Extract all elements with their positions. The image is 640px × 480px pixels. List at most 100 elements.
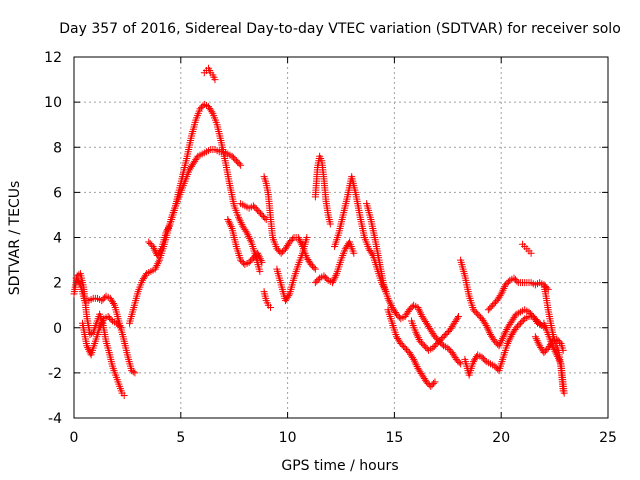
data-point xyxy=(503,279,511,287)
data-point xyxy=(257,209,265,217)
data-point xyxy=(455,358,463,366)
data-point xyxy=(486,304,494,312)
data-point xyxy=(273,245,281,253)
data-point xyxy=(526,309,534,317)
data-point xyxy=(157,246,165,254)
series-arc-9 xyxy=(260,173,319,273)
data-point xyxy=(549,344,557,352)
data-point xyxy=(145,238,153,246)
series-arc-15 xyxy=(363,200,465,368)
data-point xyxy=(368,250,376,258)
data-point xyxy=(454,357,462,365)
data-point xyxy=(313,277,321,285)
data-point xyxy=(228,152,236,160)
data-point xyxy=(286,238,294,246)
data-point xyxy=(510,274,518,282)
axis-ticks: 0 5 10 15 20 25 -4 -2 0 2 4 6 8 10 12 xyxy=(44,50,617,446)
data-point xyxy=(410,357,418,365)
data-point xyxy=(110,299,118,307)
data-point xyxy=(387,300,395,308)
data-point xyxy=(323,275,331,283)
data-point xyxy=(469,306,477,314)
data-point xyxy=(83,342,91,350)
data-point xyxy=(307,261,315,269)
data-point xyxy=(287,237,295,245)
data-point xyxy=(397,340,405,348)
series-arc-10 xyxy=(260,288,275,311)
data-point xyxy=(155,258,163,266)
data-point xyxy=(310,264,318,272)
data-point xyxy=(504,278,512,286)
data-point xyxy=(246,236,254,244)
data-point xyxy=(330,275,338,283)
data-point xyxy=(429,344,437,352)
y-tick-label: 0 xyxy=(53,321,62,337)
data-point xyxy=(490,300,498,308)
data-point xyxy=(226,219,234,227)
data-point xyxy=(432,341,440,349)
data-point xyxy=(254,206,262,214)
data-point xyxy=(532,335,540,343)
series-arc-17 xyxy=(407,312,462,354)
data-point xyxy=(443,329,451,337)
data-point xyxy=(249,202,257,210)
data-point xyxy=(514,322,522,330)
data-point xyxy=(489,301,497,309)
data-point xyxy=(295,235,303,243)
data-point xyxy=(75,279,83,287)
data-point xyxy=(478,353,486,361)
data-point xyxy=(229,154,237,162)
data-point xyxy=(279,248,287,256)
x-tick-label: 0 xyxy=(70,430,79,446)
data-point xyxy=(498,288,506,296)
data-point xyxy=(400,343,408,351)
data-point xyxy=(98,318,106,326)
data-point xyxy=(98,297,106,305)
data-point xyxy=(151,265,159,273)
data-point xyxy=(226,221,234,229)
data-point xyxy=(414,303,422,311)
data-point xyxy=(432,334,440,342)
data-point xyxy=(474,310,482,318)
chart-title: Day 357 of 2016, Sidereal Day-to-day VTE… xyxy=(59,21,621,37)
data-point xyxy=(234,213,242,221)
data-point xyxy=(245,233,253,241)
data-point xyxy=(497,338,505,346)
data-point xyxy=(234,158,242,166)
data-point xyxy=(277,249,285,257)
data-point xyxy=(261,214,269,222)
data-point xyxy=(259,212,267,220)
data-point xyxy=(104,312,112,320)
data-point xyxy=(413,332,421,340)
y-tick-label: 2 xyxy=(53,276,62,292)
data-point xyxy=(255,253,263,261)
data-point xyxy=(415,305,423,313)
data-point xyxy=(513,277,521,285)
data-point xyxy=(236,217,244,225)
data-point xyxy=(431,333,439,341)
data-point xyxy=(106,314,114,322)
data-point xyxy=(505,336,513,344)
data-point xyxy=(482,321,490,329)
data-point xyxy=(515,321,523,329)
data-point xyxy=(99,317,107,325)
data-point xyxy=(326,220,334,228)
x-tick-label: 15 xyxy=(385,430,403,446)
data-point xyxy=(519,316,527,324)
data-point xyxy=(328,279,336,287)
y-tick-label: 6 xyxy=(53,185,62,201)
data-point xyxy=(237,219,245,227)
data-point xyxy=(117,324,125,332)
data-point xyxy=(518,318,526,326)
data-point xyxy=(165,222,173,230)
data-point xyxy=(439,334,447,342)
data-point xyxy=(254,249,262,257)
data-point xyxy=(256,267,264,275)
data-point xyxy=(484,325,492,333)
data-point xyxy=(499,333,507,341)
data-point xyxy=(384,294,392,302)
y-tick-label: 10 xyxy=(44,95,62,111)
data-point xyxy=(444,344,452,352)
data-point xyxy=(512,324,520,332)
data-point xyxy=(430,379,438,387)
